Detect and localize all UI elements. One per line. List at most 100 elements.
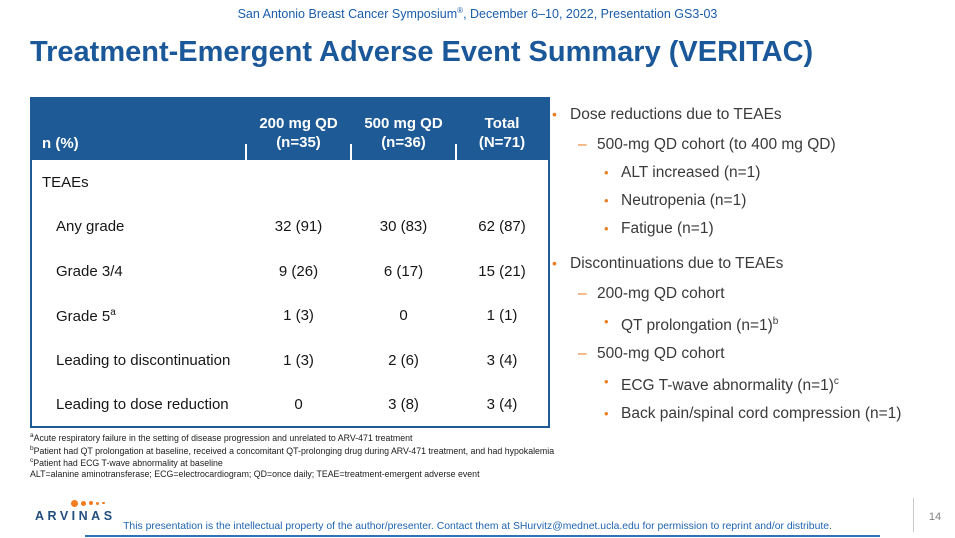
footer-divider-line — [85, 535, 880, 537]
value-cell: 3 (8) — [351, 382, 456, 427]
bullet-text: 500-mg QD cohort (to 400 mg QD) — [597, 136, 836, 153]
footnote-marker: c — [30, 457, 34, 465]
bullet-text: Discontinuations due to TEAEs — [570, 255, 784, 272]
footnote-a: aAcute respiratory failure in the settin… — [30, 431, 610, 444]
bullet-text: 500-mg QD cohort — [597, 345, 725, 363]
column-header-200mg: 200 mg QD (n=35) — [245, 98, 351, 160]
row-label: Grade 5 — [56, 307, 111, 325]
bullet-text-main: ECG T-wave abnormality (n=1) — [621, 377, 834, 395]
table-row-any-grade: Any grade 32 (91) 30 (83) 62 (87) — [31, 204, 549, 249]
bullet-text: 200-mg QD cohort — [597, 285, 725, 302]
column-header-n-pct: n (%) — [31, 98, 246, 160]
teae-summary-table: n (%) 200 mg QD (n=35) 500 mg QD (n=36) … — [30, 97, 550, 428]
row-label-cell: Grade 5a — [31, 293, 246, 338]
bullet-text: Fatigue (n=1) — [621, 220, 714, 237]
bullet-icon: • — [604, 193, 609, 208]
value-cell — [351, 160, 456, 205]
bullet-icon: • — [604, 314, 609, 329]
bullet-icon: • — [604, 221, 609, 236]
page-title: Treatment-Emergent Adverse Event Summary… — [30, 36, 814, 68]
value-cell — [456, 160, 549, 205]
bullet-discontinuations: • Discontinuations due to TEAEs — [552, 253, 950, 274]
value-cell: 9 (26) — [246, 249, 351, 294]
column-header-total: Total (N=71) — [455, 98, 549, 160]
column-header-line1: 200 mg QD — [259, 115, 338, 132]
column-header-line2: (n=36) — [381, 134, 426, 151]
table-row-grade-5: Grade 5a 1 (3) 0 1 (1) — [31, 293, 549, 338]
bullet-qt-prolongation: • QT prolongation (n=1)b — [604, 311, 950, 336]
registered-mark: ® — [457, 6, 464, 15]
footnote-marker: c — [833, 376, 839, 388]
value-cell: 1 (3) — [246, 338, 351, 383]
value-cell — [246, 160, 351, 205]
dot-icon — [102, 501, 105, 505]
row-label-cell: Leading to dose reduction — [31, 382, 246, 427]
column-header-line2: (N=71) — [478, 134, 526, 151]
footer-disclaimer: This presentation is the intellectual pr… — [123, 521, 832, 532]
row-label: Leading to discontinuation — [56, 351, 231, 369]
conference-header: San Antonio Breast Cancer Symposium®, De… — [0, 6, 955, 21]
column-header-line1: Total — [484, 115, 520, 132]
bullet-text: Neutropenia (n=1) — [621, 192, 747, 209]
value-cell: 15 (21) — [456, 249, 549, 294]
bullet-back-pain: • Back pain/spinal cord compression (n=1… — [604, 403, 950, 424]
footnote-abbreviations: ALT=alanine aminotransferase; ECG=electr… — [30, 469, 610, 480]
footnote-marker: b — [30, 444, 34, 452]
column-header-line2: (n=35) — [276, 134, 321, 151]
row-label-cell: TEAEs — [31, 160, 246, 205]
table-body: TEAEs Any grade 32 (91) 30 (83) 62 (87) … — [31, 160, 549, 427]
dot-icon — [89, 501, 93, 505]
value-cell: 0 — [351, 293, 456, 338]
table-header: n (%) 200 mg QD (n=35) 500 mg QD (n=36) … — [31, 98, 549, 160]
row-label: Leading to dose reduction — [56, 395, 229, 413]
bullet-icon: • — [552, 255, 557, 271]
row-label-cell: Grade 3/4 — [31, 249, 246, 294]
header-row: n (%) 200 mg QD (n=35) 500 mg QD (n=36) … — [31, 98, 549, 160]
table-row-teaes: TEAEs — [31, 160, 549, 205]
bullet-ecg-twave: • ECG T-wave abnormality (n=1)c — [604, 371, 950, 396]
footnote-text: ALT=alanine aminotransferase; ECG=electr… — [30, 468, 480, 479]
footnote-c: cPatient had ECG T-wave abnormality at b… — [30, 456, 610, 469]
footnote-marker: a — [30, 432, 34, 439]
footnote-marker: a — [110, 306, 116, 318]
bullet-text-main: QT prolongation (n=1) — [621, 317, 773, 335]
bullet-text: Dose reductions due to TEAEs — [570, 106, 782, 123]
dot-icon — [71, 499, 78, 507]
bullet-icon: • — [604, 374, 609, 390]
bullet-icon: • — [604, 165, 609, 180]
bullet-text: ALT increased (n=1) — [621, 164, 761, 181]
conference-date-presentation: , December 6–10, 2022, Presentation GS3-… — [463, 7, 718, 22]
footnotes: aAcute respiratory failure in the settin… — [30, 431, 610, 479]
page-number-divider — [913, 498, 914, 532]
bullet-500mg-cohort-disc: – 500-mg QD cohort — [578, 343, 950, 364]
bullet-500mg-cohort-reduction: – 500-mg QD cohort (to 400 mg QD) — [578, 134, 950, 155]
value-cell: 2 (6) — [351, 338, 456, 383]
bullet-text: Back pain/spinal cord compression (n=1) — [621, 405, 902, 423]
value-cell: 0 — [246, 382, 351, 427]
bullet-list: • Dose reductions due to TEAEs – 500-mg … — [552, 104, 950, 431]
value-cell: 30 (83) — [351, 204, 456, 249]
footnote-marker: b — [772, 316, 779, 327]
footnote-text: Patient had QT prolongation at baseline,… — [33, 445, 555, 456]
table-row-leading-to-discontinuation: Leading to discontinuation 1 (3) 2 (6) 3… — [31, 338, 549, 383]
value-cell: 3 (4) — [456, 338, 549, 383]
logo-wordmark: ARVINAS — [35, 509, 116, 523]
value-cell: 62 (87) — [456, 204, 549, 249]
bullet-dose-reductions: • Dose reductions due to TEAEs — [552, 104, 950, 125]
row-label-cell: Leading to discontinuation — [31, 338, 246, 383]
column-header-500mg: 500 mg QD (n=36) — [350, 98, 456, 160]
bullet-icon: • — [552, 106, 557, 122]
footnote-b: bPatient had QT prolongation at baseline… — [30, 444, 610, 457]
value-cell: 6 (17) — [351, 249, 456, 294]
dot-icon — [81, 500, 86, 506]
row-label: Any grade — [56, 218, 125, 236]
table-row-leading-to-dose-reduction: Leading to dose reduction 0 3 (8) 3 (4) — [31, 382, 549, 427]
bullet-fatigue: • Fatigue (n=1) — [604, 218, 950, 239]
dash-icon: – — [578, 136, 587, 153]
value-cell: 1 (1) — [456, 293, 549, 338]
value-cell: 32 (91) — [246, 204, 351, 249]
row-label: Grade 3/4 — [56, 262, 123, 280]
row-label-cell: Any grade — [31, 204, 246, 249]
bullet-icon: • — [604, 406, 609, 422]
